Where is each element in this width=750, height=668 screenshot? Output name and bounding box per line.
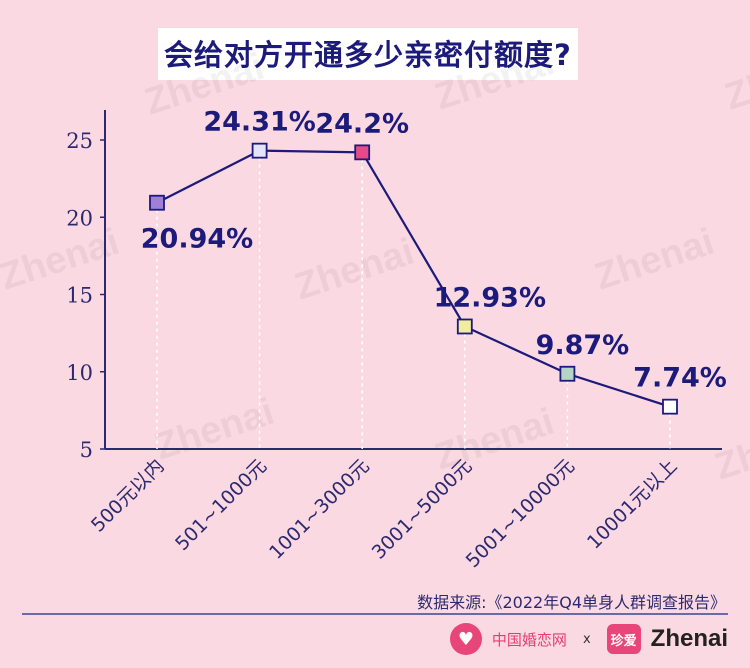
data-point [662,398,678,415]
brand-name-cn: 中国婚恋网 [491,630,567,649]
y-tick-labels: 5 10 15 20 25 [66,129,93,462]
y-tick-label: 20 [66,206,93,230]
data-label: 12.93% [434,282,546,313]
chart-axes [100,110,722,450]
data-label: 7.74% [633,363,727,394]
footer-brands: ♥ 中国婚恋网 x 珍爱 Zhenai [449,622,728,656]
x-tick-label: 5001~10000元 [462,455,579,572]
data-point [149,194,165,211]
data-point [354,144,371,161]
chart-title: 会给对方开通多少亲密付额度? [158,28,578,80]
x-tick-label: 3001~5000元 [368,455,477,564]
x-tick-label: 1001~3000元 [265,455,374,564]
data-label: 24.2% [315,108,409,139]
series-polyline [156,149,671,408]
brand-separator: x [582,631,591,647]
x-tick-label: 10001元以上 [583,455,682,554]
data-point [559,365,576,382]
y-tick-label: 5 [80,438,93,462]
zhenai-logo-icon: 珍爱 [606,624,641,654]
data-label: 9.87% [536,330,630,361]
x-tick-labels: 500元以内 501~1000元1001~3000元3001~5000元5001~… [87,455,682,572]
watermark-text: Zhenai [290,231,419,309]
data-point [251,142,268,159]
brand-name-en: Zhenai [650,625,728,652]
heart-icon: ♥ [449,623,482,655]
divider [22,613,728,615]
watermark-text: Zhenai [720,41,750,119]
data-label: 20.94% [141,224,253,255]
data-label: 24.31% [203,107,315,138]
x-tick-label: 501~1000元 [171,455,271,555]
y-tick-label: 25 [66,129,93,153]
x-tick-label: 500元以内 [87,455,169,537]
series-line [156,149,671,408]
watermark-text: Zhenai [430,41,559,119]
data-labels: 20.94% 24.31% 24.2% 12.93% 9.87%7.74% [141,107,727,394]
data-markers [149,142,678,415]
watermark-text: Zhenai [150,391,279,469]
data-point [456,318,473,335]
data-source: 数据来源:《2022年Q4单身人群调查报告》 [417,593,726,612]
y-tick-label: 15 [66,284,93,308]
y-tick-label: 10 [66,361,93,385]
watermark-text: Zhenai [590,221,719,299]
guide-lines [156,150,671,449]
